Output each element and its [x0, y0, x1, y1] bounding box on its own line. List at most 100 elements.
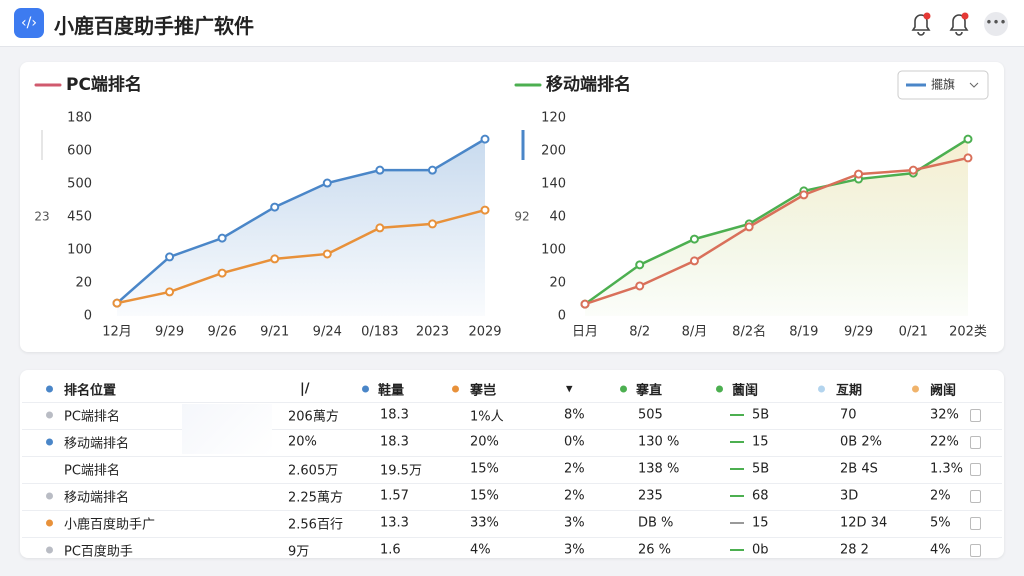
y-tick-label: 0: [558, 309, 566, 324]
y-tick-label: 600: [67, 144, 92, 159]
logo[interactable]: ‹/›: [14, 8, 44, 38]
x-tick-label: 0/183: [361, 325, 398, 340]
y-tick-label: 20: [549, 276, 566, 291]
y-tick-label: 120: [541, 111, 566, 126]
table-cell: 3D: [840, 488, 859, 504]
point: [689, 234, 699, 244]
badge: [923, 12, 931, 20]
line: [116, 138, 486, 305]
row-icon: [970, 409, 981, 422]
y-tick-label: 500: [67, 177, 92, 192]
sparkline-area: [182, 404, 272, 454]
row-divider: [22, 510, 1002, 511]
table-cell: 15: [752, 434, 769, 450]
table-cell: 1%人: [470, 409, 504, 425]
row-name: 移动端排名: [64, 436, 130, 452]
x-tick-label: 日月: [572, 325, 598, 340]
point: [112, 298, 122, 308]
legend-dot: [452, 385, 459, 393]
column-header: 阙闺: [930, 383, 957, 399]
table-cell: 2%: [564, 461, 585, 477]
point: [799, 190, 809, 200]
x-tick-label: 2023: [416, 325, 449, 340]
header-icons: •••: [911, 12, 1008, 36]
row-dot: [46, 438, 53, 446]
legend-dot: [620, 385, 627, 393]
x-tick-label: 9/21: [260, 325, 289, 340]
table-cell: 2B 4S: [840, 461, 878, 477]
trend-arrow: [730, 441, 744, 443]
row-icon: [970, 517, 981, 530]
table-cell: 28 2: [840, 542, 869, 558]
row-name: PC端排名: [64, 409, 120, 425]
dropdown-label: 擺旗: [931, 77, 955, 92]
table-cell: 206萬方: [288, 409, 339, 425]
y-tick-label: 450: [67, 210, 92, 225]
bell-icon[interactable]: [911, 14, 931, 36]
point: [635, 281, 645, 291]
x-tick-label: 8/2: [629, 325, 650, 340]
table-cell: 32%: [930, 407, 959, 423]
svg-text:•••: •••: [985, 16, 1006, 30]
trend-arrow: [730, 522, 744, 524]
table-cell: 33%: [470, 515, 499, 531]
chart-title: PC端排名: [66, 74, 142, 95]
dropdown[interactable]: [897, 70, 989, 100]
point: [963, 153, 973, 163]
point: [270, 254, 280, 264]
column-header: 排名位置: [64, 383, 117, 399]
area: [117, 139, 485, 316]
point: [217, 233, 227, 243]
point: [427, 219, 437, 229]
row-name: 小鹿百度助手广: [64, 517, 156, 533]
y-tick-label: 20: [75, 276, 92, 291]
point: [217, 268, 227, 278]
point: [854, 169, 864, 179]
table-cell: 5%: [930, 515, 951, 531]
row-icon: [970, 490, 981, 503]
y-tick-label: 100: [541, 243, 566, 258]
table-cell: 18.3: [380, 434, 409, 450]
table-cell: 2.25萬方: [288, 490, 343, 506]
table-cell: 20%: [288, 434, 317, 450]
x-tick-label: 9/26: [208, 325, 237, 340]
x-tick-label: 0/21: [899, 325, 928, 340]
table-cell: 4%: [470, 542, 491, 558]
column-header: 搴直: [636, 383, 663, 399]
y-tick-label: 200: [541, 144, 566, 159]
table-cell: 15: [752, 515, 769, 531]
row-dot: [46, 546, 53, 554]
trend-arrow: [730, 495, 744, 497]
table-cell: 138 %: [638, 461, 680, 477]
table-cell: 9万: [288, 544, 310, 560]
chart-title: 移动端排名: [546, 74, 631, 95]
point: [635, 260, 645, 270]
table-cell: 8%: [564, 407, 585, 423]
badge: [961, 12, 969, 20]
x-tick-label: 2029: [468, 325, 501, 340]
legend-dot: [362, 385, 369, 393]
table-cell: 20%: [470, 434, 499, 450]
table-cell: 3%: [564, 515, 585, 531]
x-tick-label: 9/29: [844, 325, 873, 340]
x-tick-label: 8/19: [789, 325, 818, 340]
bell-icon[interactable]: [949, 14, 969, 36]
column-header: 亙期: [836, 383, 863, 399]
row-name: PC百度助手: [64, 544, 133, 560]
side-label: 92: [514, 210, 529, 224]
row-divider: [22, 402, 1002, 403]
x-tick-label: 9/29: [155, 325, 184, 340]
header: ‹/› 小鹿百度助手推广软件 •••: [0, 0, 1024, 47]
x-tick-label: 202类: [949, 325, 987, 340]
point: [480, 205, 490, 215]
table-cell: 1.3%: [930, 461, 964, 477]
point: [270, 202, 280, 212]
table-cell: 2.605万: [288, 463, 339, 479]
more-button[interactable]: [984, 12, 1008, 36]
table-cell: DB %: [638, 515, 674, 531]
point: [375, 223, 385, 233]
column-header: 搴岂: [470, 383, 497, 399]
table-cell: 13.3: [380, 515, 409, 531]
